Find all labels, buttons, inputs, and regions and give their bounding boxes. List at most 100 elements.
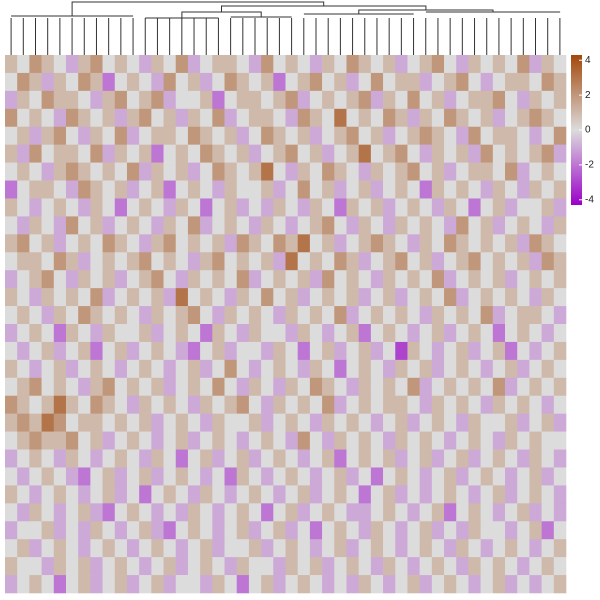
heatmap-cell <box>261 324 274 343</box>
heatmap-cell <box>456 485 469 504</box>
heatmap-cell <box>505 431 518 450</box>
heatmap-cell <box>114 198 128 217</box>
heatmap-cell <box>151 431 164 450</box>
heatmap-cell <box>383 431 396 450</box>
heatmap-cell <box>346 216 359 235</box>
heatmap-cell <box>41 126 55 145</box>
heatmap-cell <box>224 288 238 307</box>
heatmap-cell <box>212 216 225 235</box>
heatmap-cell <box>102 377 116 397</box>
heatmap-cell <box>480 521 494 540</box>
heatmap-cell <box>151 180 164 199</box>
heatmap-cell <box>5 234 18 253</box>
heatmap-cell <box>139 162 152 181</box>
heatmap-cell <box>297 467 311 486</box>
heatmap-cell <box>41 359 55 379</box>
heatmap-cell <box>114 216 128 235</box>
heatmap-cell <box>468 485 481 504</box>
heatmap-cell <box>261 90 274 110</box>
heatmap-cell <box>444 162 457 181</box>
heatmap-cell <box>456 144 469 163</box>
heatmap-cell <box>139 55 152 74</box>
heatmap-cell <box>17 108 30 128</box>
heatmap-cell <box>468 467 481 486</box>
heatmap-cell <box>322 162 335 181</box>
heatmap-cell <box>541 288 555 307</box>
heatmap-cell <box>322 557 335 576</box>
heatmap-cell <box>212 413 225 432</box>
heatmap-cell <box>358 180 372 199</box>
heatmap-cell <box>41 180 55 199</box>
heatmap-cell <box>139 144 152 163</box>
heatmap-cell <box>151 72 164 92</box>
heatmap-cell <box>468 198 481 217</box>
heatmap-cell <box>41 485 55 504</box>
heatmap-cell <box>407 108 420 128</box>
heatmap-cell <box>431 162 445 181</box>
heatmap-cell <box>78 395 91 414</box>
heatmap-cell <box>529 324 542 343</box>
heatmap-cell <box>529 234 542 253</box>
heatmap-cell <box>53 126 67 145</box>
heatmap-cell <box>200 449 213 468</box>
heatmap-cell <box>346 234 359 253</box>
heatmap-cell <box>370 485 384 504</box>
heatmap-cell <box>346 449 359 468</box>
heatmap-cell <box>261 413 274 432</box>
heatmap-cell <box>322 234 335 253</box>
heatmap-cell <box>41 108 55 128</box>
heatmap-cell <box>163 467 177 486</box>
heatmap-cell <box>248 216 262 235</box>
heatmap-cell <box>90 377 103 397</box>
heatmap-cell <box>456 198 469 217</box>
heatmap-cell <box>285 126 298 145</box>
heatmap-cell <box>334 270 347 289</box>
heatmap-cell <box>236 90 250 110</box>
heatmap-cell <box>17 234 30 253</box>
heatmap-cell <box>5 503 18 522</box>
heatmap-cell <box>248 234 262 253</box>
heatmap-cell <box>505 306 518 325</box>
heatmap-cell <box>297 324 311 343</box>
heatmap-cell <box>334 144 347 163</box>
heatmap-cell <box>517 252 530 271</box>
heatmap-cell <box>480 503 494 522</box>
heatmap-cell <box>383 521 396 540</box>
heatmap-cell <box>163 216 177 235</box>
heatmap-cell <box>334 198 347 217</box>
heatmap-cell <box>322 521 335 540</box>
heatmap-cell <box>65 288 79 307</box>
heatmap-cell <box>17 306 30 325</box>
heatmap-cell <box>200 162 213 181</box>
heatmap-cell <box>285 216 298 235</box>
heatmap-cell <box>187 252 201 271</box>
heatmap-cell <box>492 108 506 128</box>
heatmap-cell <box>187 341 201 361</box>
heatmap-cell <box>65 359 79 379</box>
heatmap-cell <box>517 234 530 253</box>
heatmap-cell <box>78 431 91 450</box>
heatmap-cell <box>334 413 347 432</box>
heatmap-cell <box>5 180 18 199</box>
heatmap-cell <box>444 485 457 504</box>
heatmap-cell <box>309 306 323 325</box>
heatmap-cell <box>248 485 262 504</box>
heatmap-cell <box>200 521 213 540</box>
heatmap-cell <box>480 377 494 397</box>
heatmap-cell <box>139 180 152 199</box>
heatmap-cell <box>297 485 311 504</box>
heatmap-cell <box>285 341 298 361</box>
heatmap-cell <box>492 234 506 253</box>
heatmap-cell <box>41 503 55 522</box>
heatmap-cell <box>334 431 347 450</box>
heatmap-cell <box>541 539 555 558</box>
heatmap-cell <box>65 503 79 522</box>
heatmap-cell <box>529 144 542 163</box>
heatmap-cell <box>395 575 408 594</box>
heatmap-cell <box>163 431 177 450</box>
heatmap-cell <box>529 126 542 145</box>
heatmap-cell <box>163 72 177 92</box>
heatmap-cell <box>431 306 445 325</box>
heatmap-cell <box>139 72 152 92</box>
